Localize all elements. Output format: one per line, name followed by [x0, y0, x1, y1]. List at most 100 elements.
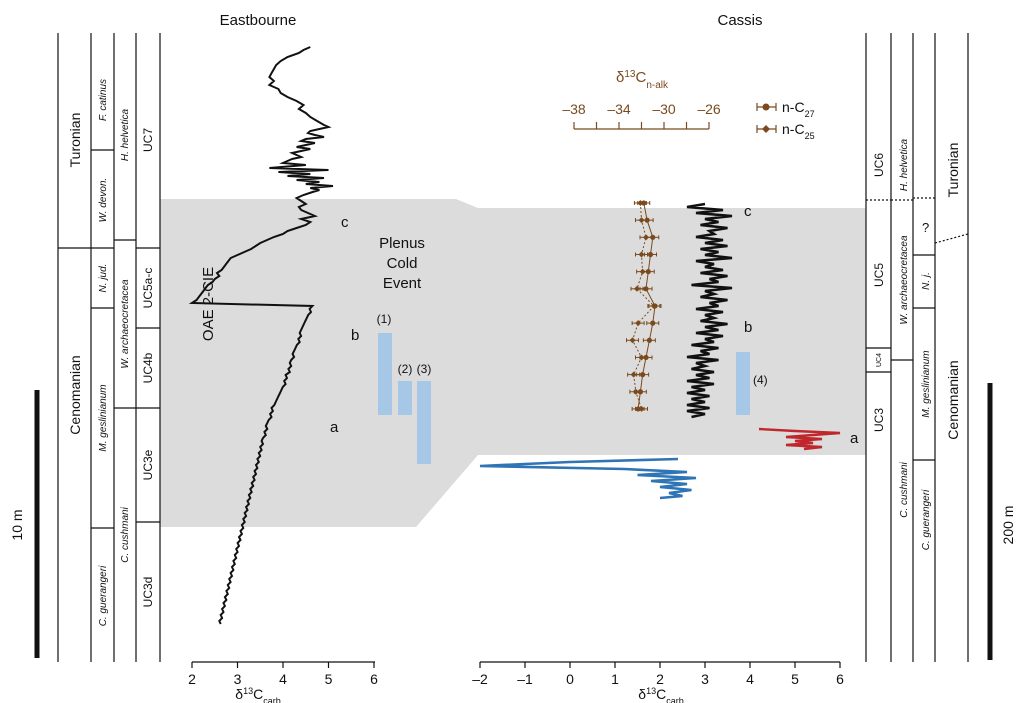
zone-label: M. geslinianum — [921, 350, 932, 417]
cassis-x-ticks: –2 –1 0 1 2 3 4 5 6 — [472, 662, 844, 687]
plenus-box-2 — [398, 381, 412, 415]
cassis-axis-title: δ13Ccarb — [638, 686, 683, 703]
cassis-carb-curve-black — [686, 202, 733, 419]
cassis-peak-a: a — [850, 430, 859, 447]
cassis-peak-b: b — [744, 319, 752, 336]
scale-bar-200m-label: 200 m — [1000, 506, 1016, 545]
box-label-4: (4) — [753, 373, 768, 387]
eastbourne-zone-labels: F. catinus W. devon. N. jud. M. geslinia… — [98, 79, 131, 626]
eastbourne-strat-columns — [57, 33, 161, 662]
x-tick-label: 2 — [656, 671, 664, 687]
nalk-series — [626, 200, 662, 412]
zone-label: C. cushmani — [899, 461, 910, 517]
nalk-point-c25 — [638, 251, 645, 258]
nalk-point-c25 — [637, 200, 644, 206]
zone-label: C. guerangeri — [98, 565, 109, 626]
zone-label: F. catinus — [98, 79, 109, 121]
nalk-title: δ13Cn-alk — [616, 69, 669, 91]
eastbourne-carb-curve — [188, 46, 334, 625]
x-tick-label: 4 — [746, 671, 754, 687]
nalk-tick-label: –26 — [697, 101, 721, 117]
nalk-tick-label: –34 — [607, 101, 631, 117]
question-mark: ? — [922, 220, 929, 235]
nalk-tick-label: –38 — [562, 101, 586, 117]
legend-marker-c25 — [762, 125, 770, 133]
x-tick-label: 3 — [234, 671, 242, 687]
box-label-1: (1) — [377, 312, 392, 326]
nalk-tick-label: –30 — [652, 101, 676, 117]
nannozone-label: UC3 — [872, 408, 886, 432]
box-label-2: (2) — [398, 362, 413, 376]
nannozone-label: UC7 — [141, 128, 155, 152]
cassis-carb-curve-red — [758, 427, 841, 451]
zone-label: M. geslinianum — [98, 384, 109, 451]
eastbourne-peak-a: a — [330, 419, 339, 436]
nalk-point-c27 — [643, 286, 649, 292]
nalk-point-c25 — [650, 302, 657, 309]
zone-label: H. helvetica — [899, 138, 910, 191]
nalk-point-c25 — [643, 234, 649, 241]
nannozone-label: UC3d — [141, 577, 155, 608]
nannozone-label: UC3e — [141, 449, 155, 480]
cassis-carb-curve-blue — [479, 457, 697, 500]
x-tick-label: 6 — [370, 671, 378, 687]
eastbourne-nannozone-labels: UC7 UC5a-c UC4b UC3e UC3d — [141, 128, 155, 608]
eastbourne-peak-c: c — [341, 214, 349, 231]
plenus-label: Plenus — [379, 235, 425, 252]
eastbourne-axis-title: δ13Ccarb — [235, 686, 280, 703]
cassis-peak-c: c — [744, 203, 752, 220]
cassis-zone-labels: H. helvetica W. archaeocretacea C. cushm… — [899, 138, 932, 550]
x-tick-label: –2 — [472, 671, 488, 687]
nalk-point-c25 — [638, 217, 645, 224]
x-tick-label: 5 — [325, 671, 333, 687]
legend-label-c25: n-C25 — [782, 121, 815, 141]
eastbourne-peak-b: b — [351, 327, 359, 344]
eastbourne-title: Eastbourne — [220, 12, 297, 29]
nalk-point-c25 — [638, 354, 645, 361]
x-tick-label: 5 — [791, 671, 799, 687]
nalk-point-c27 — [647, 251, 654, 258]
nalk-point-c25 — [630, 371, 637, 378]
nalk-point-c27 — [640, 372, 646, 378]
nalk-point-c25 — [634, 285, 640, 292]
cassis-nannozone-labels: UC6 UC5 UC4 UC3 — [872, 153, 886, 432]
cassis-stage-labels: Turonian Cenomanian — [945, 143, 961, 440]
nalk-legend: n-C27 n-C25 — [756, 99, 815, 141]
plenus-box-4 — [736, 352, 750, 415]
nannozone-label: UC4 — [876, 353, 883, 367]
x-tick-label: 2 — [188, 671, 196, 687]
zone-label: C. guerangeri — [921, 489, 932, 550]
zone-label: W. devon. — [98, 178, 109, 223]
nannozone-label: UC6 — [872, 153, 886, 177]
cassis-strat-columns — [865, 33, 969, 662]
stage-cenomanian-label: Cenomanian — [67, 355, 83, 434]
zone-label: N. jud. — [98, 264, 109, 293]
nalk-point-c27 — [650, 234, 656, 240]
x-tick-label: –1 — [517, 671, 533, 687]
eastbourne-x-ticks: 2 3 4 5 6 — [188, 662, 378, 687]
box-label-3: (3) — [417, 362, 432, 376]
nalk-point-c27 — [650, 320, 656, 326]
legend-label-c27: n-C27 — [782, 99, 815, 119]
nannozone-label: UC5 — [872, 263, 886, 287]
zone-label: C. cushmani — [120, 506, 131, 562]
zone-label: H. helvetica — [120, 108, 131, 161]
nalk-x-axis: –38 –34 –30 –26 — [562, 101, 721, 130]
eastbourne-stage-labels: Turonian Cenomanian — [67, 113, 83, 435]
nalk-point-c25 — [638, 405, 645, 412]
stage-cenomanian-label: Cenomanian — [945, 360, 961, 439]
x-tick-label: 3 — [701, 671, 709, 687]
nalk-point-c25 — [632, 388, 639, 395]
scale-bar-10m-label: 10 m — [9, 509, 25, 540]
nannozone-label: UC4b — [141, 352, 155, 383]
nalk-point-c25 — [629, 337, 636, 344]
stage-turonian-label: Turonian — [945, 143, 961, 198]
nannozone-label: UC5a-c — [141, 268, 155, 309]
nalk-point-c27 — [646, 337, 652, 343]
plenus-box-3 — [417, 381, 431, 464]
nalk-point-c25 — [635, 320, 642, 327]
zone-label: W. archaeocretacea — [120, 279, 131, 369]
nalk-point-c25 — [639, 268, 646, 275]
zone-label: W. archaeocretacea — [899, 235, 910, 325]
